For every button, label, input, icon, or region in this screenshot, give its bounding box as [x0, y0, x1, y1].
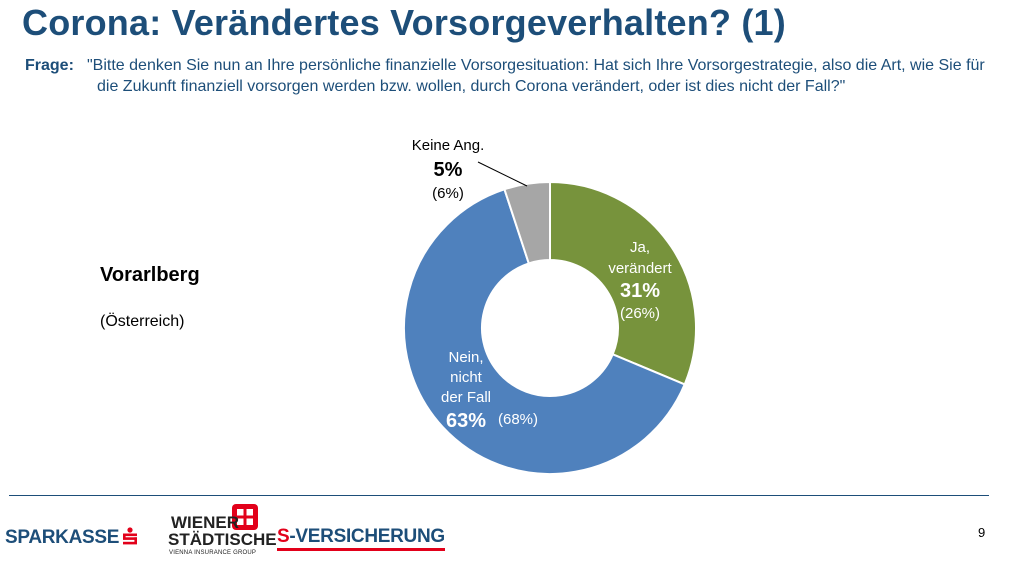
question-label: Frage: [25, 57, 74, 74]
comparison-nein: (68%) [498, 411, 538, 428]
comparison-keine-angabe: (6%) [432, 185, 464, 202]
footer-divider [9, 495, 989, 496]
ws-line1: WIENER [171, 513, 239, 532]
question-text: "Bitte denken Sie nun an Ihre persönlich… [87, 57, 985, 95]
wiener-staedtische-emblem-icon [232, 504, 258, 530]
sv-wordmark: -VERSICHERUNG [289, 526, 445, 547]
region-comparison: (Österreich) [100, 313, 185, 330]
label-keine-angabe: Keine Ang. [412, 137, 485, 154]
label-nein-line3: der Fall [441, 389, 491, 406]
sparkasse-wordmark: SPARKASSE [5, 527, 120, 548]
label-ja-line1: Ja, [630, 239, 650, 256]
s-versicherung-logo: S-VERSICHERUNG [277, 527, 445, 551]
value-ja: 31% [620, 280, 660, 302]
ws-line3: VIENNA INSURANCE GROUP [169, 550, 257, 556]
leader-line-keine-angabe [477, 161, 528, 187]
label-ja-line2: verändert [608, 260, 672, 277]
label-nein-line2: nicht [450, 369, 483, 386]
value-keine-angabe: 5% [434, 159, 463, 181]
slice-nein [403, 188, 686, 475]
page-title: Corona: Verändertes Vorsorgeverhalten? (… [22, 2, 786, 43]
label-nein-line1: Nein, [448, 349, 483, 366]
sparkasse-logo: SPARKASSE [5, 527, 138, 549]
page-number: 9 [978, 525, 986, 540]
donut-chart: Ja, verändert 31% (26%) Nein, nicht der Fall 63… [403, 137, 697, 475]
slice-ja [549, 180, 697, 386]
comparison-ja: (26%) [620, 305, 660, 322]
slice-keine-angabe [503, 180, 551, 265]
ws-line2: STÄDTISCHE [168, 530, 277, 549]
region-title: Vorarlberg [100, 264, 200, 286]
sparkasse-s-icon [123, 527, 138, 545]
wiener-staedtische-logo: WIENER STÄDTISCHE VIENNA INSURANCE GROUP [168, 504, 277, 560]
sv-s-letter: S [277, 526, 290, 547]
value-nein: 63% [446, 410, 486, 432]
